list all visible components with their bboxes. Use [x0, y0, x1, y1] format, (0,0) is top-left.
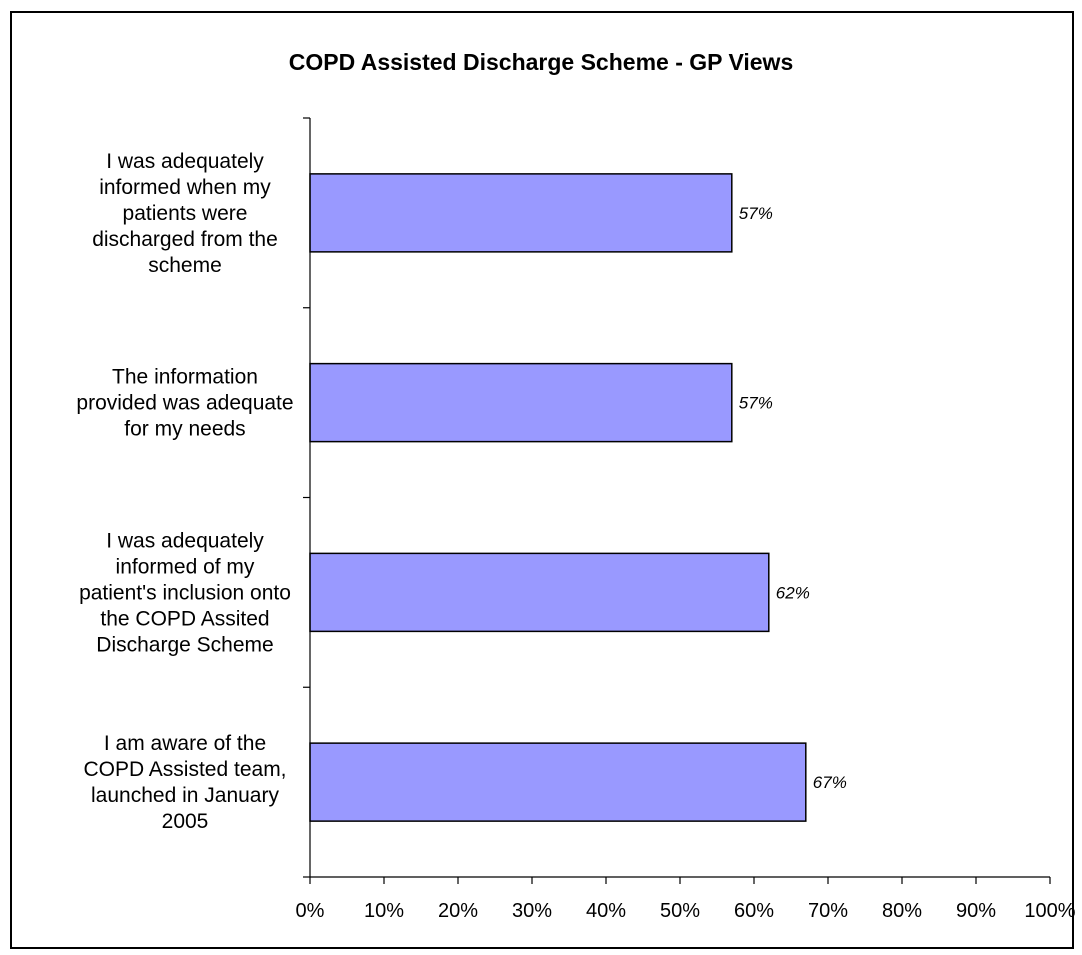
category-label-1-line-3: patients were: [123, 202, 248, 225]
data-label-2: 57%: [739, 394, 773, 413]
category-label-1-line-1: I was adequately: [106, 150, 264, 173]
category-label-2-line-1: The information: [112, 366, 258, 389]
bar-1: [309, 173, 733, 253]
x-tick-label-90: 90%: [956, 900, 996, 922]
category-label-3-line-4: the COPD Assited: [100, 607, 269, 630]
data-label-4: 67%: [813, 773, 847, 792]
x-tick-label-30: 30%: [512, 900, 552, 922]
bar-3: [309, 552, 770, 633]
category-label-1-line-4: discharged from the: [92, 228, 278, 251]
x-tick-label-100: 100%: [1024, 900, 1075, 922]
x-tick-label-80: 80%: [882, 900, 922, 922]
x-tick-label-60: 60%: [734, 900, 774, 922]
data-label-3: 62%: [776, 583, 810, 602]
category-label-1-line-5: scheme: [148, 254, 222, 277]
x-tick-label-20: 20%: [438, 900, 478, 922]
category-label-3-line-3: patient's inclusion onto: [79, 581, 291, 604]
category-label-3-line-5: Discharge Scheme: [96, 633, 273, 656]
x-tick-label-40: 40%: [586, 900, 626, 922]
chart-title: COPD Assisted Discharge Scheme - GP View…: [289, 49, 794, 75]
x-tick-label-50: 50%: [660, 900, 700, 922]
x-tick-label-10: 10%: [364, 900, 404, 922]
data-label-1: 57%: [739, 204, 773, 223]
category-label-1-line-2: informed when my: [99, 176, 271, 199]
bar-2: [309, 362, 733, 443]
category-label-3-line-1: I was adequately: [106, 529, 264, 552]
x-tick-label-0: 0%: [296, 900, 325, 922]
category-label-4-line-2: COPD Assisted team,: [83, 758, 286, 781]
category-label-2-line-3: for my needs: [124, 418, 245, 441]
bar-4: [309, 742, 807, 822]
category-label-2-line-2: provided was adequate: [76, 392, 293, 415]
category-label-3-line-2: informed of my: [116, 555, 255, 578]
category-label-4-line-3: launched in January: [91, 784, 279, 807]
x-tick-label-70: 70%: [808, 900, 848, 922]
category-label-4-line-1: I am aware of the: [104, 732, 266, 755]
category-label-4-line-4: 2005: [162, 810, 209, 833]
